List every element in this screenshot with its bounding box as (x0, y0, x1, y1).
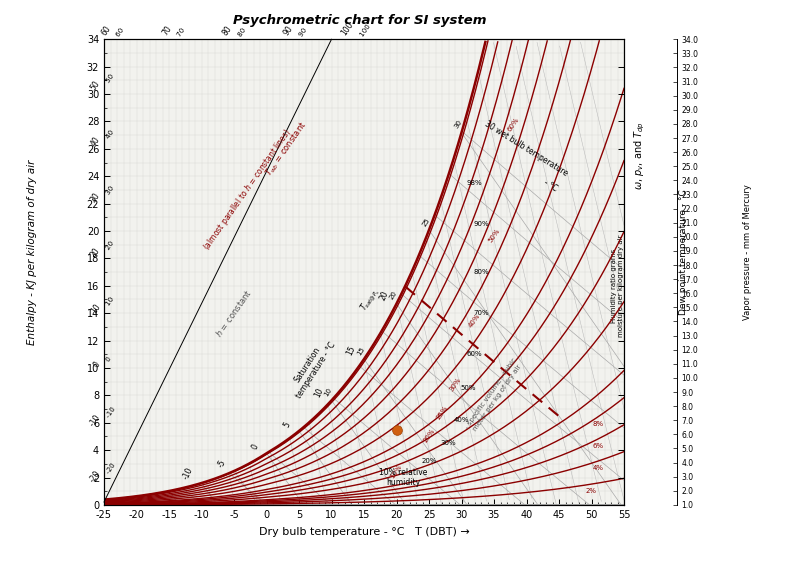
Text: 25: 25 (421, 217, 430, 227)
Text: 30: 30 (104, 185, 115, 197)
Text: Humidity ratio grams
moisture per kilogram dry air: Humidity ratio grams moisture per kilogr… (611, 234, 624, 337)
X-axis label: Dry bulb temperature - °C   T (DBT) →: Dry bulb temperature - °C T (DBT) → (258, 527, 470, 537)
Text: 10% relative
humidity: 10% relative humidity (379, 468, 427, 487)
Text: 90: 90 (282, 24, 294, 37)
Text: 6%: 6% (593, 443, 603, 449)
Text: 10%: 10% (390, 463, 403, 480)
Text: 80%: 80% (473, 269, 489, 275)
Text: - °C: - °C (534, 173, 558, 193)
Text: 70: 70 (175, 26, 186, 39)
Text: 20: 20 (378, 289, 390, 302)
Text: 50%: 50% (460, 385, 476, 392)
Text: 8%: 8% (593, 421, 603, 427)
Text: 30 wet bulb temperature: 30 wet bulb temperature (483, 119, 570, 178)
Text: - specific volume - cubic
meter per kg of dry air: - specific volume - cubic meter per kg o… (464, 357, 524, 434)
Text: 30: 30 (454, 119, 463, 130)
Text: (almost parallel to $h$ = constant lines): (almost parallel to $h$ = constant lines… (200, 126, 294, 254)
Text: 60%: 60% (506, 117, 521, 133)
Text: 5: 5 (282, 421, 293, 429)
Text: 60: 60 (114, 26, 126, 39)
Text: 10: 10 (104, 296, 115, 309)
Text: 80: 80 (221, 24, 234, 37)
Text: -10: -10 (182, 466, 195, 481)
Text: 60: 60 (99, 24, 112, 37)
Text: 10: 10 (323, 387, 334, 398)
Text: 50: 50 (104, 73, 115, 86)
Text: 30: 30 (89, 191, 102, 204)
Text: Saturation
temperature - °C: Saturation temperature - °C (286, 335, 338, 401)
Text: 0: 0 (104, 356, 113, 365)
Text: 20: 20 (89, 246, 102, 260)
Text: -10: -10 (104, 406, 117, 420)
Text: 90: 90 (297, 26, 308, 39)
Text: 50: 50 (89, 79, 102, 92)
Text: 100: 100 (340, 20, 355, 37)
Text: -20: -20 (87, 468, 102, 484)
Text: 15: 15 (356, 346, 366, 356)
Text: 4%: 4% (593, 465, 603, 471)
Text: 20%: 20% (422, 458, 437, 464)
Text: 100: 100 (358, 23, 371, 39)
Text: 15: 15 (346, 344, 358, 357)
Text: $h$ = constant: $h$ = constant (214, 287, 254, 339)
Text: 40%: 40% (454, 417, 470, 423)
Text: -5: -5 (216, 458, 227, 469)
Text: 90%: 90% (473, 221, 489, 227)
Text: 80: 80 (236, 26, 247, 39)
Text: Enthalpy - KJ per kilogram of dry air: Enthalpy - KJ per kilogram of dry air (27, 160, 37, 345)
Text: 40: 40 (104, 129, 115, 141)
Text: 40%: 40% (467, 312, 482, 328)
Text: Psychrometric chart for SI system: Psychrometric chart for SI system (234, 14, 486, 27)
Text: 0: 0 (92, 360, 102, 369)
Text: 40: 40 (89, 135, 102, 148)
Text: 2%: 2% (586, 488, 597, 494)
Text: $T_{wb}$ = constant: $T_{wb}$ = constant (262, 119, 310, 179)
Text: 20: 20 (388, 290, 398, 301)
Text: $T_{sat@P_s}$: $T_{sat@P_s}$ (358, 286, 383, 314)
Text: 20: 20 (104, 241, 115, 253)
Text: $\omega$, $p_v$, and $T_{dp}$: $\omega$, $p_v$, and $T_{dp}$ (633, 121, 647, 190)
Text: 60%: 60% (466, 351, 482, 357)
Text: -10: -10 (87, 413, 102, 428)
Text: -20: -20 (104, 462, 117, 476)
Text: 30%: 30% (441, 440, 456, 446)
Text: 70: 70 (160, 24, 173, 37)
Text: 0: 0 (250, 443, 260, 451)
Text: 50%: 50% (487, 227, 501, 243)
Text: Vapor pressure - mm of Mercury: Vapor pressure - mm of Mercury (743, 185, 753, 320)
Text: 98%: 98% (466, 180, 482, 186)
Text: 25%: 25% (435, 404, 449, 421)
Text: 10: 10 (89, 302, 102, 315)
Text: Dew point temperature - °C: Dew point temperature - °C (679, 190, 689, 315)
Text: 20%: 20% (422, 427, 436, 444)
Text: 70%: 70% (473, 310, 489, 316)
Text: 10: 10 (313, 386, 325, 398)
Text: 30%: 30% (448, 376, 462, 392)
